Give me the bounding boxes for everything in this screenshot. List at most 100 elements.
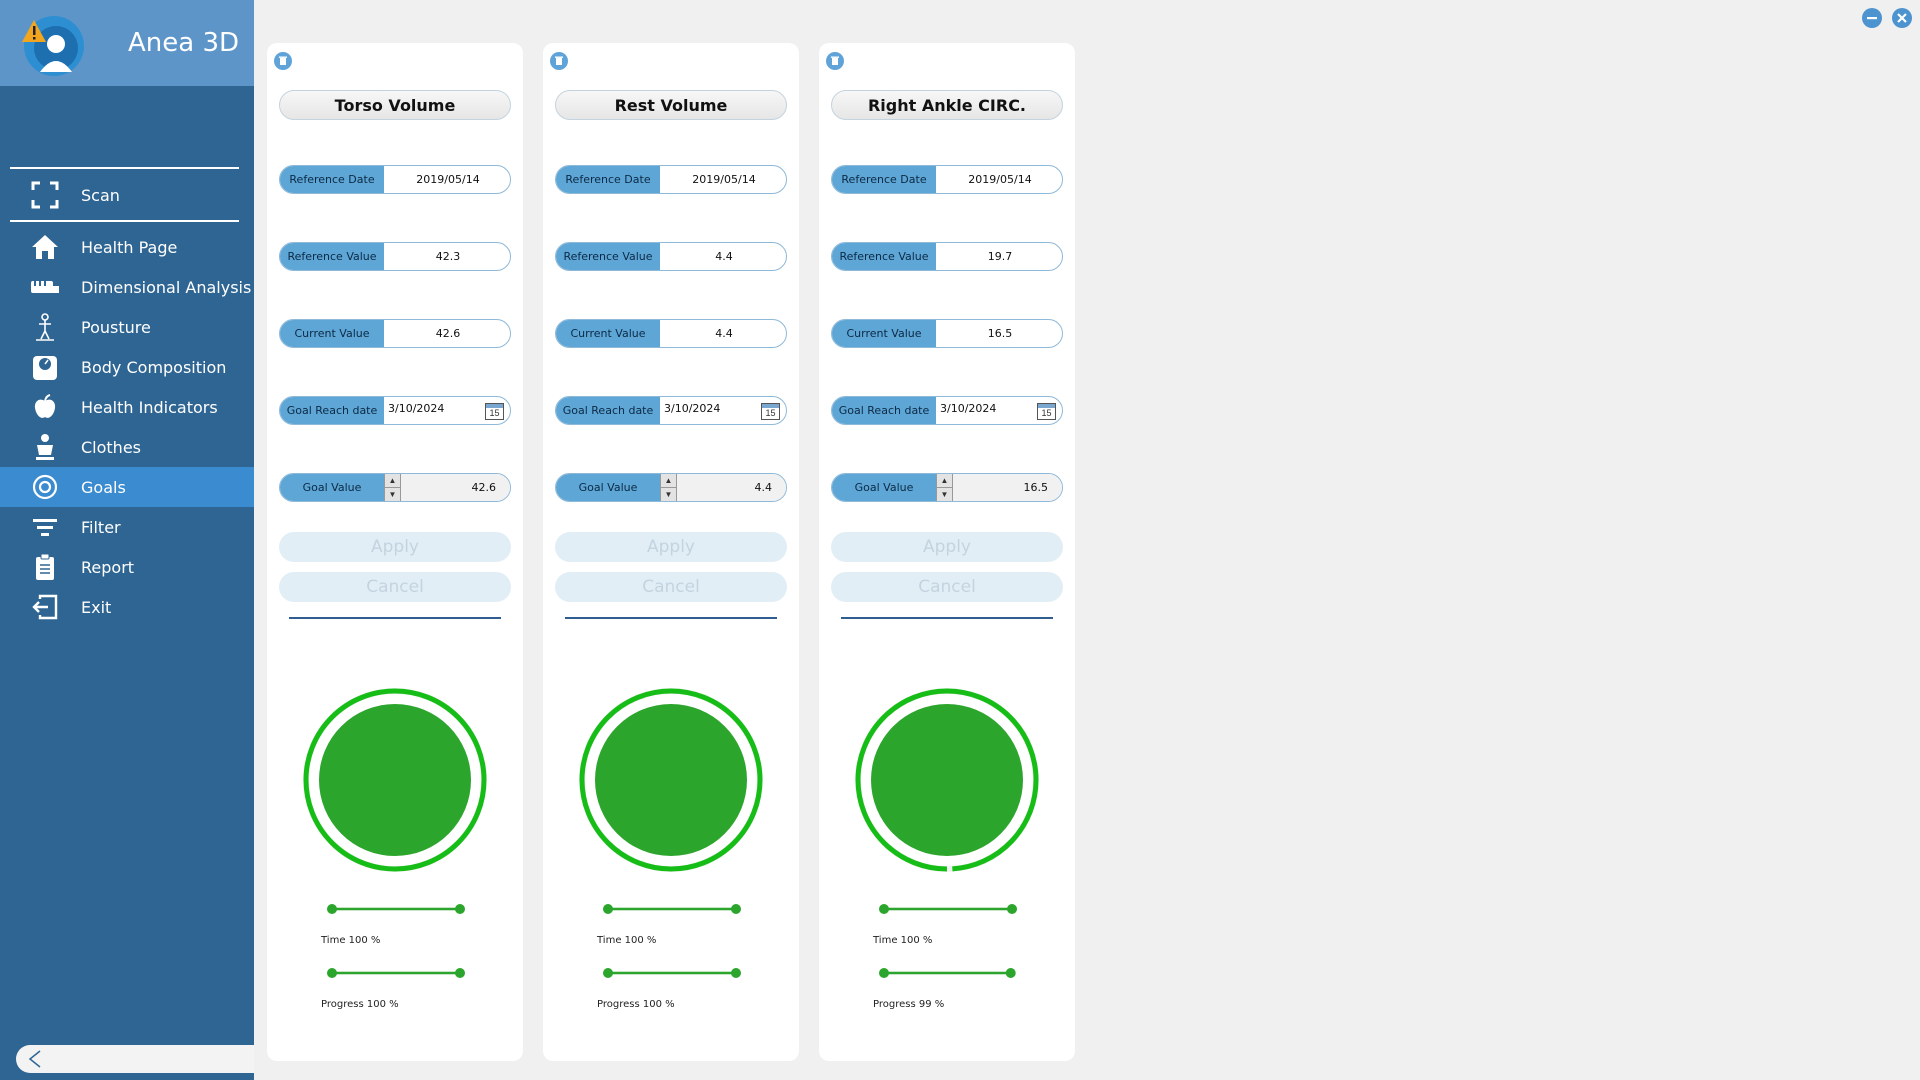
sidebar-item-goals[interactable]: Goals bbox=[0, 467, 254, 507]
sidebar-item-clothes[interactable]: Clothes bbox=[0, 427, 254, 467]
sidebar-item-label: Health Page bbox=[81, 237, 178, 257]
reference-date-field: Reference Date 2019/05/14 bbox=[555, 165, 787, 194]
ruler-icon bbox=[28, 272, 62, 302]
cancel-button[interactable]: Cancel bbox=[279, 572, 511, 602]
calendar-icon[interactable]: 15 bbox=[1037, 403, 1056, 420]
current-value-value: 16.5 bbox=[987, 327, 1013, 340]
delete-goal-button[interactable] bbox=[550, 52, 568, 70]
current-value-field: Current Value 42.6 bbox=[279, 319, 511, 348]
sidebar-item-exit[interactable]: Exit bbox=[0, 587, 254, 627]
sidebar-divider-bottom bbox=[10, 220, 239, 222]
goal-value-field[interactable]: Goal Value ▲ ▼ 16.5 bbox=[831, 473, 1063, 502]
goal-progress-track bbox=[879, 968, 1016, 978]
reference-date-label: Reference Date bbox=[556, 166, 660, 193]
card-divider bbox=[841, 617, 1053, 619]
goal-title: Right Ankle CIRC. bbox=[831, 90, 1063, 120]
reference-value-value: 4.4 bbox=[715, 250, 733, 263]
goal-value-label: Goal Value bbox=[280, 474, 384, 501]
goal-reach-date-field[interactable]: Goal Reach date 3/10/2024 15 bbox=[555, 396, 787, 425]
goal-value-stepper[interactable]: ▲ ▼ bbox=[660, 474, 677, 501]
sidebar-item-body-composition[interactable]: Body Composition bbox=[0, 347, 254, 387]
reference-date-field: Reference Date 2019/05/14 bbox=[279, 165, 511, 194]
sidebar-item-report[interactable]: Report bbox=[0, 547, 254, 587]
reference-date-value: 2019/05/14 bbox=[692, 173, 756, 186]
time-progress-track bbox=[879, 904, 1017, 914]
sidebar-item-label: Filter bbox=[81, 517, 121, 537]
stepper-up-icon[interactable]: ▲ bbox=[937, 474, 952, 488]
goal-value-input[interactable]: 4.4 bbox=[677, 474, 786, 501]
calendar-icon[interactable]: 15 bbox=[485, 403, 504, 420]
target-icon bbox=[28, 472, 62, 502]
sidebar-header: Anea 3D bbox=[0, 0, 254, 86]
sidebar-item-health-page[interactable]: Health Page bbox=[0, 227, 254, 267]
goal-reach-date-field[interactable]: Goal Reach date 3/10/2024 15 bbox=[831, 396, 1063, 425]
progress-ring bbox=[855, 688, 1039, 872]
reference-date-label: Reference Date bbox=[832, 166, 936, 193]
delete-goal-button[interactable] bbox=[274, 52, 292, 70]
apply-button[interactable]: Apply bbox=[555, 532, 787, 562]
progress-label: Progress 100 % bbox=[597, 999, 675, 1010]
sidebar-item-pousture[interactable]: Pousture bbox=[0, 307, 254, 347]
stepper-down-icon[interactable]: ▼ bbox=[388, 489, 397, 499]
reference-value-label: Reference Value bbox=[556, 243, 660, 270]
goal-value-input[interactable]: 42.6 bbox=[401, 474, 510, 501]
delete-goal-button[interactable] bbox=[826, 52, 844, 70]
current-value-value: 42.6 bbox=[435, 327, 461, 340]
current-value-label: Current Value bbox=[832, 320, 936, 347]
stepper-down-icon[interactable]: ▼ bbox=[664, 489, 673, 499]
goal-value-field[interactable]: Goal Value ▲ ▼ 42.6 bbox=[279, 473, 511, 502]
sidebar-item-health-indicators[interactable]: Health Indicators bbox=[0, 387, 254, 427]
goal-reach-date-input[interactable]: 3/10/2024 bbox=[664, 402, 721, 415]
goal-value-label: Goal Value bbox=[832, 474, 936, 501]
stepper-up-icon[interactable]: ▲ bbox=[661, 474, 676, 488]
stepper-up-icon[interactable]: ▲ bbox=[385, 474, 400, 488]
cancel-button[interactable]: Cancel bbox=[555, 572, 787, 602]
cancel-button[interactable]: Cancel bbox=[831, 572, 1063, 602]
sidebar-item-label: Pousture bbox=[81, 317, 151, 337]
progress-ring bbox=[579, 688, 763, 872]
reference-value-label: Reference Value bbox=[832, 243, 936, 270]
time-progress-track bbox=[327, 904, 465, 914]
current-value-label: Current Value bbox=[280, 320, 384, 347]
minimize-button[interactable] bbox=[1862, 8, 1882, 28]
clipboard-icon bbox=[28, 552, 62, 582]
goal-value-stepper[interactable]: ▲ ▼ bbox=[936, 474, 953, 501]
current-value-field: Current Value 4.4 bbox=[555, 319, 787, 348]
sidebar-item-label: Scan bbox=[81, 185, 120, 205]
goal-title: Rest Volume bbox=[555, 90, 787, 120]
sidebar-item-filter[interactable]: Filter bbox=[0, 507, 254, 547]
apply-button[interactable]: Apply bbox=[279, 532, 511, 562]
reference-value-value: 42.3 bbox=[435, 250, 461, 263]
calendar-icon[interactable]: 15 bbox=[761, 403, 780, 420]
apply-button[interactable]: Apply bbox=[831, 532, 1063, 562]
progress-label: Progress 99 % bbox=[873, 999, 945, 1010]
reference-date-value: 2019/05/14 bbox=[416, 173, 480, 186]
current-value-field: Current Value 16.5 bbox=[831, 319, 1063, 348]
apple-icon bbox=[28, 392, 62, 422]
sidebar-item-label: Body Composition bbox=[81, 357, 227, 377]
reference-value-field: Reference Value 4.4 bbox=[555, 242, 787, 271]
goal-value-field[interactable]: Goal Value ▲ ▼ 4.4 bbox=[555, 473, 787, 502]
close-button[interactable] bbox=[1892, 8, 1912, 28]
goal-card: Torso Volume Reference Date 2019/05/14 R… bbox=[267, 43, 523, 1061]
goal-card: Right Ankle CIRC. Reference Date 2019/05… bbox=[819, 43, 1075, 1061]
sidebar-divider-top bbox=[10, 167, 239, 169]
scan-icon bbox=[28, 180, 62, 210]
filter-icon bbox=[28, 512, 62, 542]
progress-label: Progress 100 % bbox=[321, 999, 399, 1010]
minimize-icon bbox=[1867, 17, 1877, 20]
reference-date-label: Reference Date bbox=[280, 166, 384, 193]
collapse-sidebar-button[interactable] bbox=[16, 1045, 254, 1073]
goal-reach-date-input[interactable]: 3/10/2024 bbox=[940, 402, 997, 415]
stepper-down-icon[interactable]: ▼ bbox=[940, 489, 949, 499]
goal-value-stepper[interactable]: ▲ ▼ bbox=[384, 474, 401, 501]
goal-reach-date-input[interactable]: 3/10/2024 bbox=[388, 402, 445, 415]
trash-icon bbox=[279, 56, 287, 65]
goal-reach-date-field[interactable]: Goal Reach date 3/10/2024 15 bbox=[279, 396, 511, 425]
sidebar-item-dimensional-analysis[interactable]: Dimensional Analysis bbox=[0, 267, 254, 307]
clothes-icon bbox=[28, 432, 62, 462]
goal-reach-date-label: Goal Reach date bbox=[556, 397, 660, 424]
sidebar-item-scan[interactable]: Scan bbox=[0, 175, 254, 215]
chevron-left-icon bbox=[28, 1050, 41, 1068]
goal-value-input[interactable]: 16.5 bbox=[953, 474, 1062, 501]
